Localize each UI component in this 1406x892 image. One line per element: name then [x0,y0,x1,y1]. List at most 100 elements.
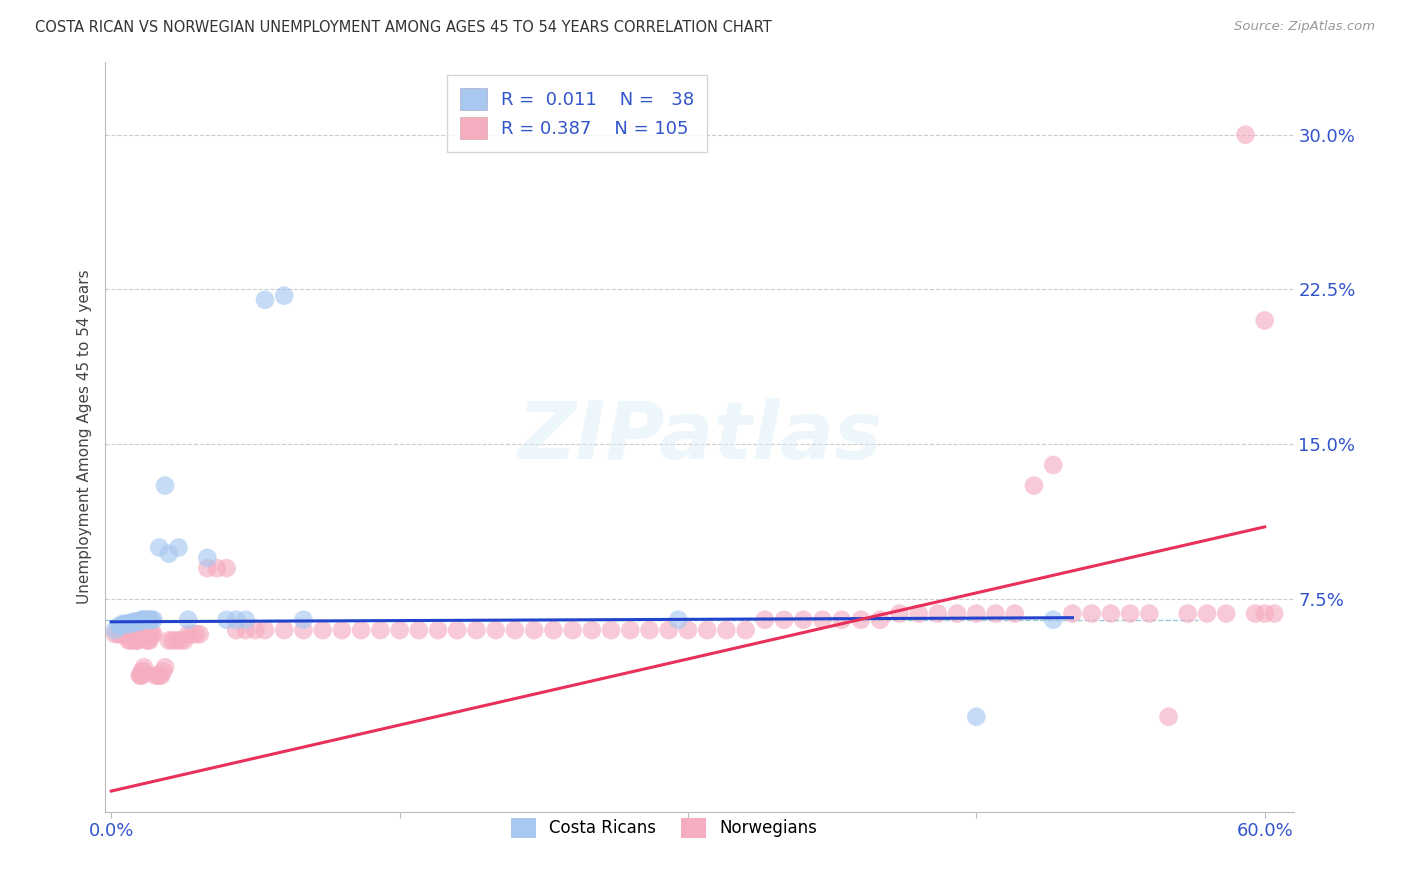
Point [138,627,160,641]
Point [108,619,131,633]
Point [131,613,153,627]
Point [131,613,153,627]
Point [754,613,776,627]
Point [225,623,247,637]
Text: ZIPatlas: ZIPatlas [517,398,882,476]
Point [1215,607,1237,621]
Point [273,623,295,637]
Point [561,623,583,637]
Point [1062,607,1084,621]
Point [132,665,155,679]
Point [811,613,834,627]
Point [188,627,211,641]
Point [135,613,157,627]
Point [141,613,163,627]
Point [127,615,149,629]
Point [716,623,738,637]
Point [152,665,174,679]
Point [131,668,153,682]
Point [121,615,143,629]
Point [115,616,138,631]
Point [167,541,190,555]
Point [184,627,207,641]
Point [111,616,134,631]
Point [1244,607,1267,621]
Point [115,627,138,641]
Point [1119,607,1142,621]
Point [136,633,159,648]
Point [253,293,276,307]
Point [658,623,681,637]
Text: Source: ZipAtlas.com: Source: ZipAtlas.com [1234,20,1375,33]
Point [153,478,176,492]
Point [273,288,295,302]
Point [138,613,160,627]
Point [150,668,173,682]
Point [177,613,200,627]
Point [145,668,167,682]
Point [946,607,969,621]
Point [485,623,508,637]
Point [135,627,157,641]
Point [869,613,891,627]
Point [129,615,152,629]
Point [330,623,353,637]
Point [638,623,661,637]
Point [120,627,142,641]
Point [965,710,987,724]
Point [138,633,160,648]
Point [696,623,718,637]
Point [120,633,142,648]
Text: COSTA RICAN VS NORWEGIAN UNEMPLOYMENT AMONG AGES 45 TO 54 YEARS CORRELATION CHAR: COSTA RICAN VS NORWEGIAN UNEMPLOYMENT AM… [35,20,772,35]
Point [127,633,149,648]
Point [124,633,146,648]
Point [136,633,159,648]
Point [114,616,136,631]
Point [125,633,148,648]
Point [245,623,267,637]
Point [1253,607,1275,621]
Point [312,623,335,637]
Point [581,623,603,637]
Point [1177,607,1199,621]
Point [792,613,814,627]
Point [734,623,756,637]
Point [205,561,228,575]
Point [253,623,276,637]
Point [543,623,565,637]
Point [166,633,188,648]
Point [984,607,1007,621]
Point [173,633,195,648]
Point [225,613,247,627]
Point [104,627,127,641]
Point [1099,607,1122,621]
Point [1022,478,1045,492]
Point [889,607,911,621]
Point [117,616,139,631]
Point [600,623,623,637]
Point [408,623,430,637]
Point [292,623,315,637]
Point [120,616,142,631]
Point [388,623,411,637]
Point [1195,607,1218,621]
Point [907,607,929,621]
Point [1263,607,1285,621]
Point [141,627,163,641]
Point [131,665,153,679]
Point [114,627,136,641]
Point [129,668,152,682]
Point [1253,313,1275,327]
Point [831,613,853,627]
Point [503,623,526,637]
Point [195,550,218,565]
Point [136,613,159,627]
Point [153,660,176,674]
Point [110,619,132,633]
Point [108,627,131,641]
Point [124,615,146,629]
Point [292,613,315,627]
Point [117,633,139,648]
Point [162,633,184,648]
Point [927,607,949,621]
